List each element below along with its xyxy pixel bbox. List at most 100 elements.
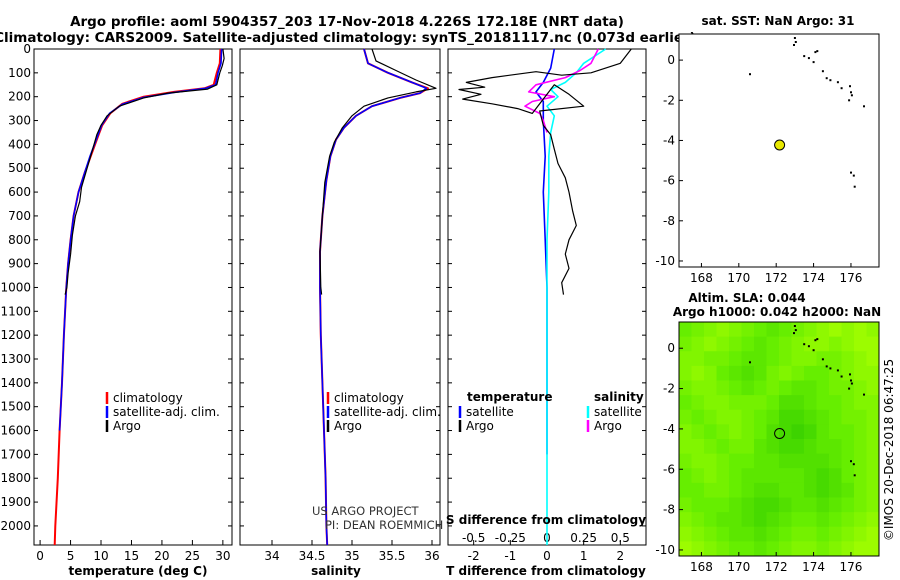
sla-heatmap-cell — [729, 497, 742, 513]
sla-heatmap-cell — [841, 336, 855, 352]
sla-coast-point — [803, 343, 806, 346]
difference-s-tick-label: 0.5 — [611, 531, 630, 545]
temperature-xtick-label: 15 — [124, 549, 139, 563]
sla-heatmap-cell — [816, 526, 830, 542]
sla-heatmap-cell — [754, 497, 767, 513]
sla-heatmap-cell — [691, 541, 705, 557]
sla-heatmap-cell — [691, 336, 705, 352]
sla-heatmap-cell — [854, 380, 867, 396]
temperature-series-argo — [64, 48, 225, 295]
sla-heatmap-cell — [741, 439, 755, 455]
depth-tick-label: 1400 — [0, 376, 31, 390]
depth-tick-label: 500 — [8, 161, 31, 175]
sla-heatmap-cell — [766, 336, 780, 352]
temperature-legend: climatology satellite-adj. clim. Argo — [105, 391, 220, 433]
sla-heatmap-cell — [816, 453, 830, 469]
sst-map-profile-marker — [774, 139, 786, 151]
sla-heatmap-cell — [866, 351, 880, 367]
sst-coast-point — [850, 171, 852, 174]
sla-map-xtick-label: 176 — [840, 560, 863, 574]
sla-heatmap-cell — [766, 482, 780, 499]
sla-heatmap-cell — [779, 365, 792, 382]
sla-heatmap-cell — [754, 380, 767, 396]
figure-title-line2: Climatology: CARS2009. Satellite-adjuste… — [0, 30, 696, 46]
sla-heatmap-cell — [704, 409, 717, 425]
sst-map-ytick-label: 0 — [667, 53, 675, 67]
depth-tick-label: 2000 — [0, 519, 31, 533]
sst-map-panel: sat. SST: NaN Argo: 31 168 170 172 174 176 0 -… — [655, 14, 880, 285]
sla-heatmap-cell — [741, 497, 755, 513]
sla-heatmap-cell — [816, 541, 830, 557]
sla-heatmap-cell — [816, 365, 830, 382]
sla-heatmap-cell — [679, 336, 692, 352]
sla-heatmap-cell — [754, 351, 767, 367]
sla-heatmap-cell — [829, 424, 842, 440]
sla-map-profile-marker — [774, 428, 786, 439]
salinity-panel: 34 34.5 35 35.5 36 salinity climatology sate… — [239, 48, 443, 578]
sla-heatmap-cell — [766, 468, 780, 484]
sla-map-xtick-label: 168 — [690, 560, 713, 574]
depth-tick-label: 1900 — [0, 495, 31, 509]
sla-heatmap-cell — [854, 453, 867, 469]
sla-map-frame — [678, 321, 880, 557]
sla-heatmap-cell — [804, 497, 817, 513]
sla-heatmap-cell — [841, 453, 855, 469]
sla-heatmap-cell — [779, 336, 792, 352]
sla-heatmap-cell — [804, 409, 817, 425]
sla-heatmap-cell — [804, 512, 817, 528]
sst-map-xtick-label: 168 — [690, 271, 713, 285]
sla-coast-point — [814, 339, 817, 342]
sla-map-xtick-label: 170 — [727, 560, 750, 574]
sla-heatmap-cell — [679, 351, 692, 367]
sla-map-ytick-label: -6 — [663, 462, 675, 476]
sla-heatmap-cell — [829, 351, 842, 367]
sla-heatmap-cell — [716, 424, 730, 440]
difference-series — [458, 48, 632, 545]
depth-tick-label: 200 — [8, 90, 31, 104]
sla-heatmap-cell — [816, 512, 830, 528]
sla-map-ytick-label: -4 — [663, 422, 675, 436]
difference-xtick-label: 0 — [543, 549, 551, 563]
sla-heatmap-cell — [866, 365, 880, 382]
sla-heatmap-cell — [779, 453, 792, 469]
sla-heatmap-cell — [841, 541, 855, 557]
sla-heatmap-cell — [754, 482, 767, 499]
sla-heatmap-cell — [679, 526, 692, 542]
sst-coast-point — [816, 50, 819, 53]
sla-heatmap-cell — [804, 541, 817, 557]
sla-heatmap-cell — [866, 541, 880, 557]
sla-coast-point — [821, 358, 824, 361]
sla-heatmap-cell — [691, 409, 705, 425]
sla-heatmap-cell — [691, 395, 705, 411]
sla-heatmap-cell — [841, 526, 855, 542]
sla-coast-point — [793, 332, 795, 335]
temperature-xtick-label: 10 — [93, 549, 108, 563]
sla-map-ytick-label: -2 — [663, 382, 675, 396]
sst-map-ytick-label: -10 — [655, 254, 675, 268]
salinity-legend-satellite: satellite-adj. clim. — [334, 405, 441, 419]
sla-heatmap-cell — [729, 512, 742, 528]
sla-heatmap-cell — [779, 541, 792, 557]
sst-coast-point — [807, 57, 810, 60]
sla-heatmap-cell — [704, 365, 717, 382]
sla-heatmap-cell — [816, 380, 830, 396]
sla-map-ytick-label: -8 — [663, 503, 675, 517]
salinity-series — [319, 48, 437, 546]
sst-coast-point — [793, 37, 796, 39]
sla-heatmap-cell — [791, 526, 805, 542]
sla-heatmap-cell — [816, 468, 830, 484]
sla-heatmap-cell — [791, 453, 805, 469]
depth-tick-label: 300 — [8, 114, 31, 128]
sla-heatmap-cell — [829, 512, 842, 528]
sla-coast-point — [749, 361, 751, 364]
figure-title-line1: Argo profile: aoml 5904357_203 17-Nov-20… — [70, 14, 624, 30]
sla-heatmap-cell — [791, 336, 805, 352]
sla-heatmap-cell — [804, 439, 817, 455]
sla-heatmap-cell — [716, 468, 730, 484]
sla-coast-point — [840, 375, 843, 378]
sla-heatmap-cell — [691, 424, 705, 440]
sst-coast-point — [840, 87, 843, 90]
sla-map-ytick-label: 0 — [667, 341, 675, 355]
sla-heatmap-cell — [779, 482, 792, 499]
sla-heatmap-cell — [766, 380, 780, 396]
